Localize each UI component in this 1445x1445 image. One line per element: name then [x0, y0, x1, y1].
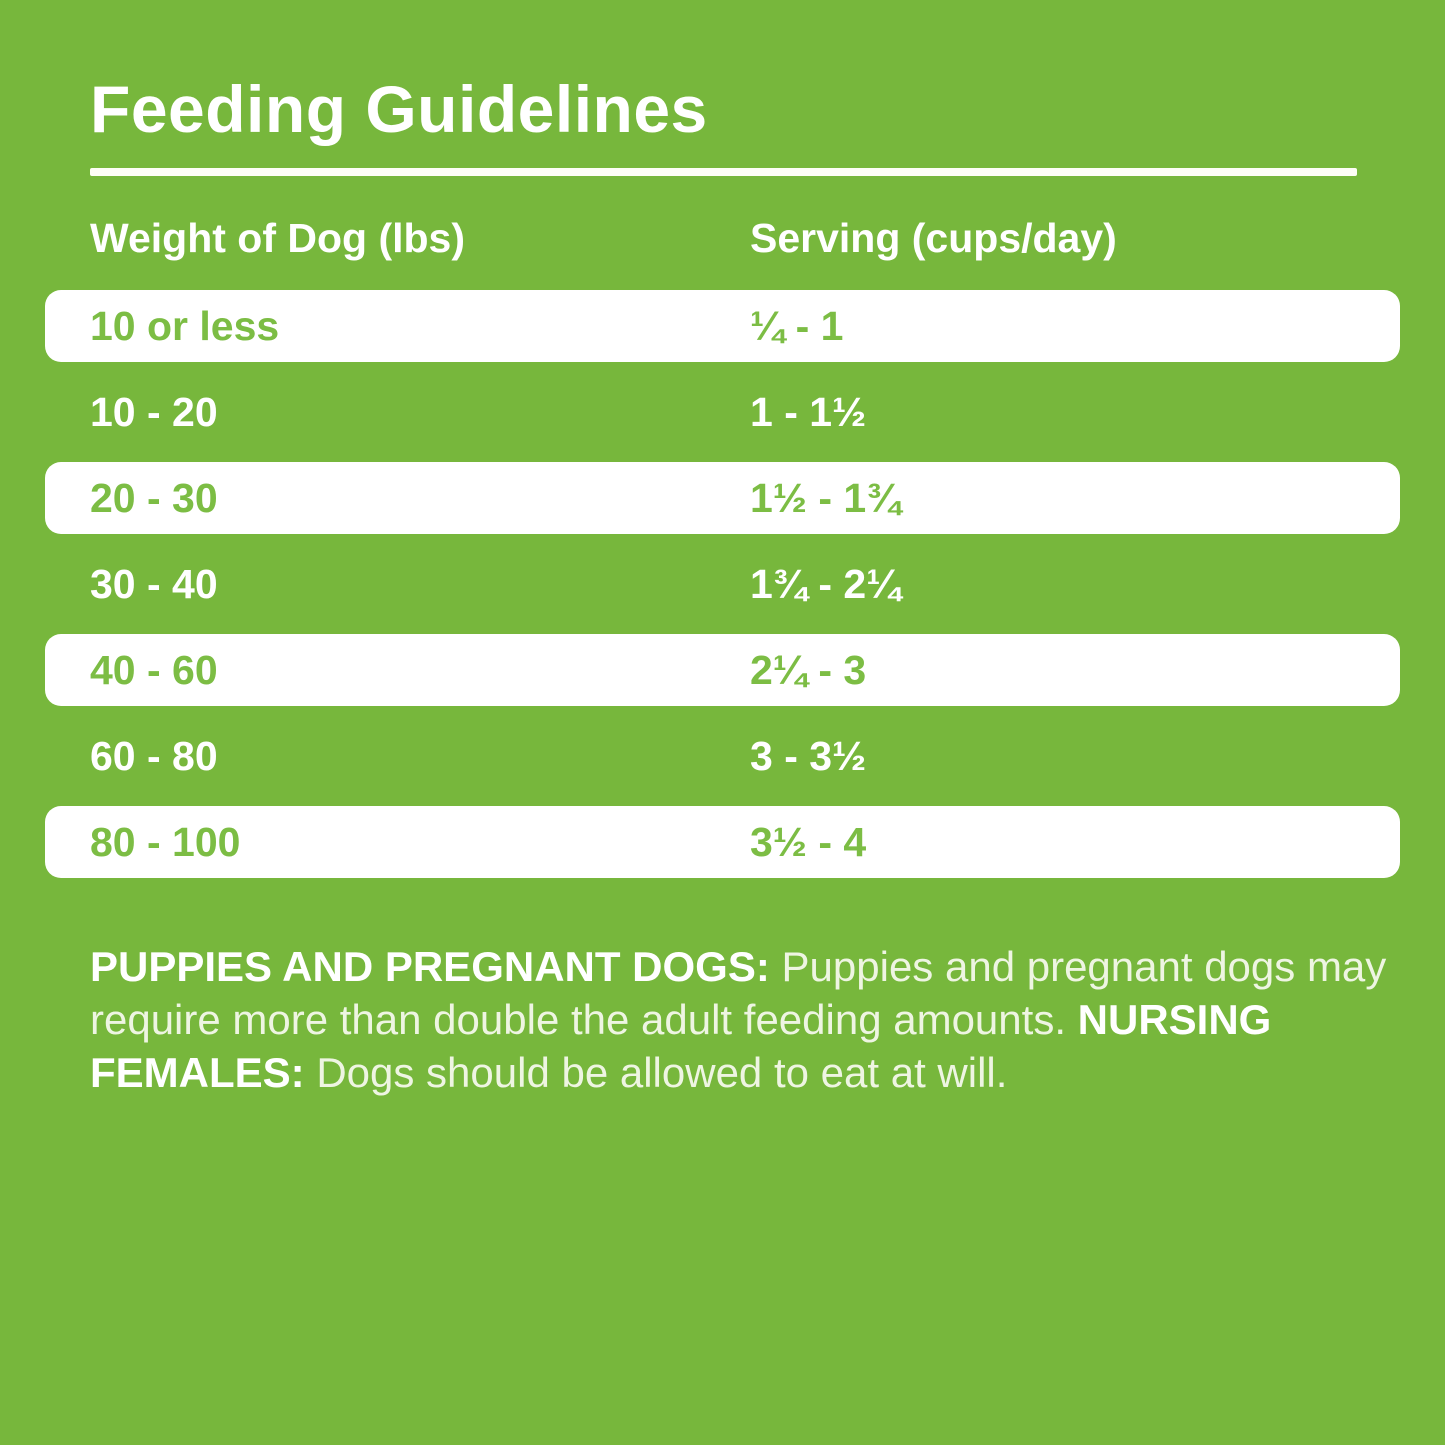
column-header-weight: Weight of Dog (lbs) — [90, 215, 466, 261]
table-header-row: Weight of Dog (lbs) Serving (cups/day) — [90, 215, 1400, 261]
feeding-note: PUPPIES AND PREGNANT DOGS: Puppies and p… — [90, 940, 1405, 1099]
title-divider — [90, 168, 1357, 176]
serving-cell: 3 - 3½ — [750, 732, 867, 779]
page-title: Feeding Guidelines — [90, 72, 708, 146]
table-row: 10 or less ¼ - 1 — [45, 290, 1400, 362]
weight-cell: 10 - 20 — [90, 388, 218, 435]
serving-cell: 1 - 1½ — [750, 388, 867, 435]
table-row: 10 - 20 1 - 1½ — [0, 369, 1445, 455]
weight-cell: 80 - 100 — [90, 818, 241, 865]
note-segment: Puppies and pregnant dogs may require mo… — [90, 943, 1387, 1043]
weight-cell: 20 - 30 — [90, 474, 218, 521]
weight-cell: 10 or less — [90, 302, 280, 349]
column-header-serving: Serving (cups/day) — [750, 215, 1117, 261]
note-segment: PUPPIES AND PREGNANT DOGS: — [90, 943, 782, 990]
serving-cell: 1¾ - 2¼ — [750, 560, 901, 607]
note-segment: NURSING FEMALES: — [90, 996, 1272, 1096]
table-row: 40 - 60 2¼ - 3 — [45, 634, 1400, 706]
feeding-table: 10 or less ¼ - 1 10 - 20 1 - 1½ 20 - 30 1½ - … — [0, 283, 1445, 885]
note-segment: Dogs should be allowed to eat at will. — [316, 1049, 1008, 1096]
table-row: 60 - 80 3 - 3½ — [0, 713, 1445, 799]
table-row: 30 - 40 1¾ - 2¼ — [0, 541, 1445, 627]
serving-cell: 2¼ - 3 — [750, 646, 867, 693]
weight-cell: 40 - 60 — [90, 646, 218, 693]
table-row: 20 - 30 1½ - 1¾ — [45, 462, 1400, 534]
serving-cell: 3½ - 4 — [750, 818, 867, 865]
weight-cell: 30 - 40 — [90, 560, 218, 607]
serving-cell: ¼ - 1 — [750, 302, 844, 349]
weight-cell: 60 - 80 — [90, 732, 218, 779]
serving-cell: 1½ - 1¾ — [750, 474, 901, 521]
table-row: 80 - 100 3½ - 4 — [45, 806, 1400, 878]
